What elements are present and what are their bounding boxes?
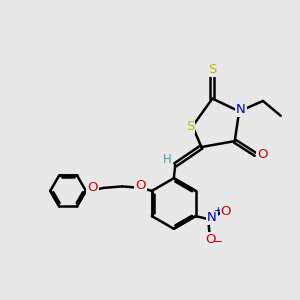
Text: S: S <box>186 120 194 133</box>
Text: O: O <box>257 148 267 161</box>
Text: +: + <box>214 206 223 216</box>
Text: O: O <box>135 179 146 192</box>
Text: O: O <box>87 182 98 194</box>
Text: O: O <box>221 205 231 218</box>
Text: O: O <box>205 233 215 246</box>
Text: S: S <box>208 63 217 76</box>
Text: N: N <box>236 103 245 116</box>
Text: H: H <box>163 153 171 166</box>
Text: −: − <box>213 235 223 248</box>
Text: N: N <box>207 211 217 224</box>
